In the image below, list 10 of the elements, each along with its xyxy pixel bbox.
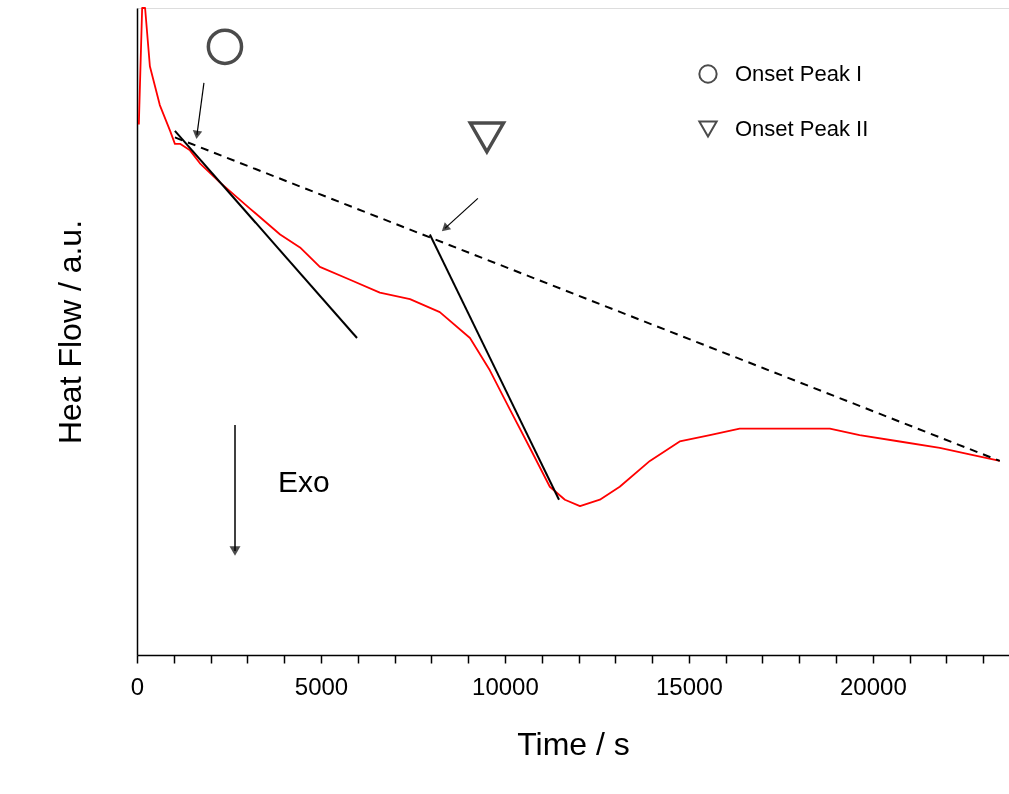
x-tick-label: 10000: [472, 672, 539, 700]
x-tick-label: 20000: [839, 672, 907, 700]
x-tick-label: 15000: [656, 672, 723, 700]
y-axis-title: Heat Flow / a.u.: [51, 219, 88, 445]
x-tick-label: 0: [130, 672, 145, 700]
legend-label: Onset Peak II: [735, 116, 869, 141]
legend-label: Onset Peak I: [735, 61, 863, 86]
annotation: Exo: [278, 465, 330, 498]
x-axis-title: Time / s: [517, 725, 630, 762]
x-tick-label: 5000: [294, 672, 349, 700]
